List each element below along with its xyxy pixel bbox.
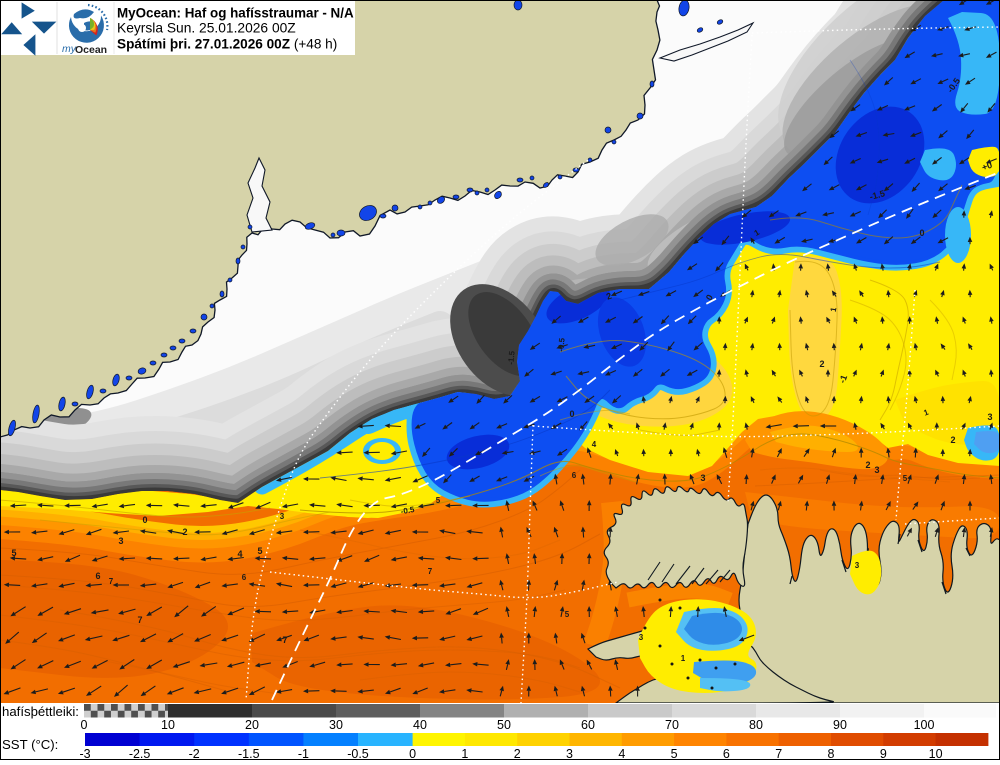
- svg-text:-2: -2: [189, 747, 200, 760]
- svg-text:8: 8: [828, 747, 835, 760]
- svg-text:100: 100: [914, 718, 935, 732]
- svg-text:3: 3: [855, 561, 860, 570]
- svg-text:2: 2: [865, 460, 870, 470]
- svg-text:10: 10: [929, 747, 943, 760]
- svg-text:80: 80: [749, 718, 763, 732]
- svg-text:40: 40: [413, 718, 427, 732]
- svg-text:4: 4: [618, 747, 625, 760]
- svg-text:5: 5: [436, 496, 441, 505]
- svg-text:my: my: [62, 43, 77, 55]
- svg-text:60: 60: [581, 718, 595, 732]
- svg-text:7: 7: [137, 615, 142, 625]
- svg-text:0: 0: [142, 515, 147, 525]
- svg-text:-0.5: -0.5: [400, 505, 416, 516]
- svg-text:-1.5: -1.5: [238, 747, 260, 760]
- svg-text:90: 90: [833, 718, 847, 732]
- svg-text:7: 7: [775, 747, 782, 760]
- svg-text:2: 2: [819, 359, 824, 369]
- svg-text:7: 7: [282, 635, 287, 645]
- svg-text:6: 6: [572, 471, 577, 480]
- svg-text:2: 2: [514, 747, 521, 760]
- svg-text:0: 0: [569, 409, 574, 419]
- svg-text:-1: -1: [298, 747, 309, 760]
- svg-text:20: 20: [245, 718, 259, 732]
- svg-text:Ocean: Ocean: [75, 44, 107, 56]
- svg-text:2: 2: [950, 435, 955, 445]
- svg-text:3: 3: [700, 473, 705, 483]
- svg-text:30: 30: [329, 718, 343, 732]
- svg-text:hafísþéttleiki:: hafísþéttleiki:: [2, 704, 79, 719]
- svg-text:5: 5: [903, 474, 908, 483]
- svg-text:4: 4: [592, 440, 597, 449]
- svg-text:70: 70: [665, 718, 679, 732]
- svg-text:6: 6: [723, 747, 730, 760]
- svg-text:4: 4: [237, 549, 242, 559]
- svg-text:-1: -1: [837, 373, 849, 384]
- svg-text:-2.5: -2.5: [129, 747, 151, 760]
- svg-text:6: 6: [242, 573, 247, 582]
- svg-text:1: 1: [829, 306, 839, 312]
- svg-text:1: 1: [461, 747, 468, 760]
- svg-text:1: 1: [753, 228, 762, 238]
- svg-text:0: 0: [409, 747, 416, 760]
- svg-text:-3: -3: [79, 747, 90, 760]
- svg-text:7: 7: [109, 577, 114, 586]
- svg-text:3: 3: [987, 412, 992, 422]
- svg-text:3: 3: [566, 747, 573, 760]
- svg-text:2: 2: [605, 291, 613, 302]
- svg-text:0: 0: [704, 293, 715, 302]
- svg-text:5: 5: [671, 747, 678, 760]
- svg-text:50: 50: [497, 718, 511, 732]
- svg-text:-1.5: -1.5: [868, 188, 886, 202]
- svg-text:1: 1: [923, 407, 931, 417]
- svg-text:-0.5: -0.5: [347, 747, 369, 760]
- svg-text:-1.5: -1.5: [506, 350, 516, 365]
- svg-text:5: 5: [257, 546, 262, 556]
- svg-text:3: 3: [280, 512, 285, 521]
- svg-text:0: 0: [919, 228, 924, 238]
- svg-text:+0: +0: [980, 160, 993, 173]
- svg-text:5: 5: [565, 610, 570, 619]
- svg-text:3: 3: [118, 536, 123, 546]
- svg-text:1: 1: [681, 654, 686, 663]
- svg-text:10: 10: [161, 718, 175, 732]
- svg-text:9: 9: [880, 747, 887, 760]
- svg-text:3: 3: [639, 633, 644, 642]
- svg-text:6: 6: [95, 571, 100, 581]
- svg-text:0: 0: [81, 718, 88, 732]
- svg-text:3: 3: [874, 465, 879, 475]
- svg-text:2: 2: [182, 527, 187, 537]
- svg-text:5: 5: [11, 548, 16, 558]
- svg-text:Spátími þri. 27.01.2026 00Z (+: Spátími þri. 27.01.2026 00Z (+48 h): [117, 37, 337, 52]
- svg-text:Keyrsla Sun. 25.01.2026 00Z: Keyrsla Sun. 25.01.2026 00Z: [117, 21, 296, 36]
- svg-text:-0.5: -0.5: [556, 337, 566, 352]
- svg-text:MyOcean: Haf og hafísstraumar: MyOcean: Haf og hafísstraumar - N/A: [117, 6, 354, 21]
- svg-text:7: 7: [428, 567, 433, 576]
- svg-text:SST (°C):: SST (°C):: [2, 737, 58, 752]
